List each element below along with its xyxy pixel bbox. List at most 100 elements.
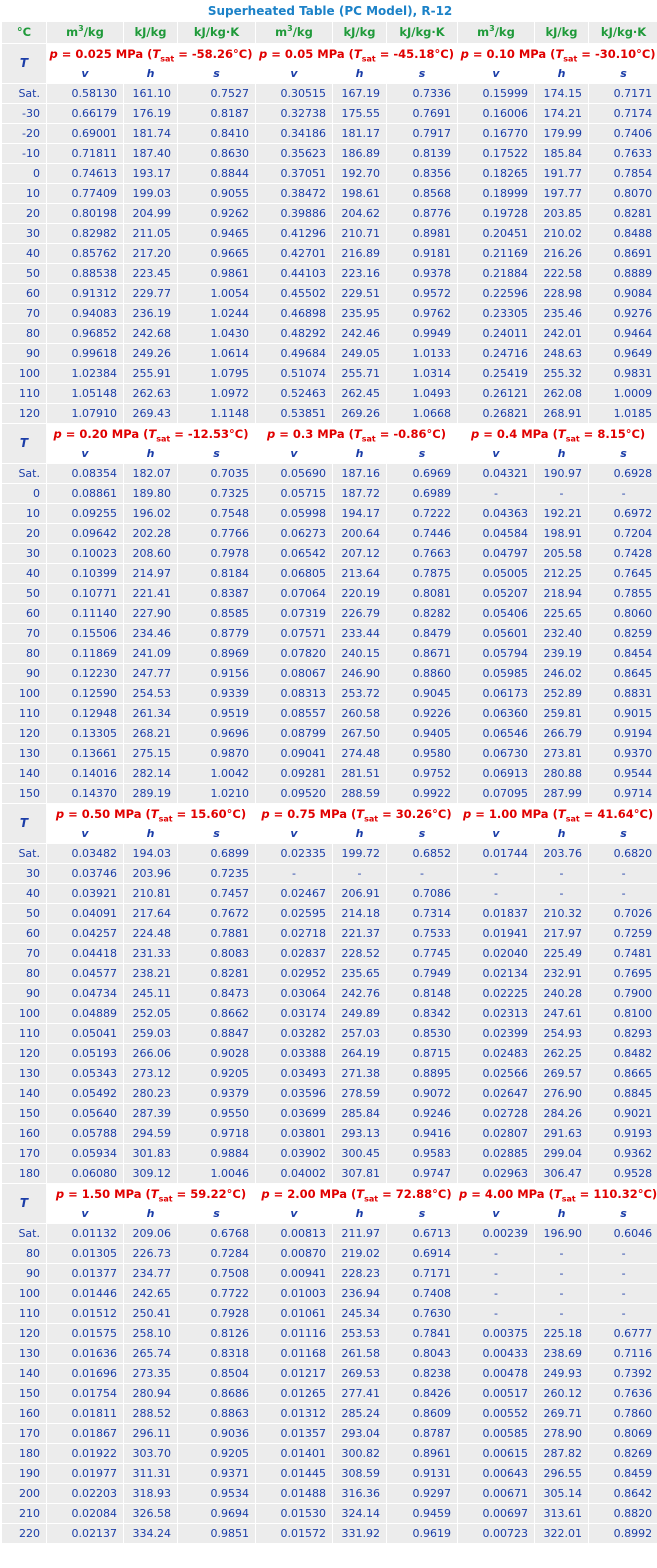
entropy-cell: 0.9831 <box>589 364 657 383</box>
enthalpy-cell: 235.65 <box>333 964 386 983</box>
entropy-cell: 0.7881 <box>178 924 255 943</box>
tsat-symbol: T <box>150 807 159 821</box>
specific-volume-cell: 0.01061 <box>256 1304 332 1323</box>
table-row: 80 0.11869 241.09 0.8969 0.07820 240.15 0.8671… <box>2 644 657 663</box>
tsat-subscript: sat <box>563 54 578 64</box>
property-header-h: h <box>535 1205 588 1223</box>
entropy-cell: 0.8069 <box>589 1424 657 1443</box>
specific-volume-cell: 0.07064 <box>256 584 332 603</box>
table-row: 30 0.10023 208.60 0.7978 0.06542 207.12 0.7663… <box>2 544 657 563</box>
table-row: -20 0.69001 181.74 0.8410 0.34186 181.17 0.791… <box>2 124 657 143</box>
specific-volume-cell: 0.10771 <box>47 584 123 603</box>
entropy-cell: 0.8568 <box>387 184 457 203</box>
volume-unit-header-2: m3/kg <box>256 22 332 43</box>
specific-volume-cell: 0.05998 <box>256 504 332 523</box>
property-header-s: s <box>178 1205 255 1223</box>
specific-volume-cell: 0.05794 <box>458 644 534 663</box>
pressure-header: p = 0.75 MPa (Tsat = 30.26°C) <box>256 804 457 824</box>
table-row: 170 0.01867 296.11 0.9036 0.01357 293.04 0.878… <box>2 1424 657 1443</box>
entropy-cell: 0.6046 <box>589 1224 657 1243</box>
entropy-cell: 0.9379 <box>178 1084 255 1103</box>
enthalpy-cell: - <box>333 864 386 883</box>
specific-volume-cell: 0.02225 <box>458 984 534 1003</box>
enthalpy-cell: 309.12 <box>124 1164 177 1183</box>
table-row: 70 0.15506 234.46 0.8779 0.07571 233.44 0.8479… <box>2 624 657 643</box>
entropy-cell: 0.7917 <box>387 124 457 143</box>
entropy-cell: 0.9036 <box>178 1424 255 1443</box>
tsat-subscript: sat <box>158 814 173 824</box>
temperature-cell: 20 <box>2 524 46 543</box>
entropy-cell: 0.9370 <box>589 744 657 763</box>
entropy-cell: 1.0244 <box>178 304 255 323</box>
enthalpy-cell: 174.15 <box>535 84 588 103</box>
specific-volume-cell: - <box>458 1264 534 1283</box>
specific-volume-cell: 0.02040 <box>458 944 534 963</box>
table-row: 0 0.74613 193.17 0.8844 0.37051 192.70 0.8356 0… <box>2 164 657 183</box>
entropy-cell: 0.9884 <box>178 1144 255 1163</box>
specific-volume-cell: 0.01572 <box>256 1524 332 1543</box>
specific-volume-cell: 0.01312 <box>256 1404 332 1423</box>
pressure-header: p = 0.3 MPa (Tsat = -0.86°C) <box>256 424 457 444</box>
pressure-value: 0.20 MPa <box>79 427 140 441</box>
specific-volume-cell: 0.23305 <box>458 304 534 323</box>
specific-volume-cell: 0.02335 <box>256 844 332 863</box>
temperature-cell: 220 <box>2 1524 46 1543</box>
specific-volume-cell: 0.03921 <box>47 884 123 903</box>
enthalpy-cell: 296.55 <box>535 1464 588 1483</box>
enthalpy-cell: 235.95 <box>333 304 386 323</box>
entropy-cell: 0.9205 <box>178 1444 255 1463</box>
entropy-cell: 0.7855 <box>589 584 657 603</box>
table-row: 150 0.14370 289.19 1.0210 0.09520 288.59 0.992… <box>2 784 657 803</box>
entropy-cell: 0.9405 <box>387 724 457 743</box>
enthalpy-cell: - <box>535 864 588 883</box>
entropy-cell: 0.8473 <box>178 984 255 1003</box>
saturation-temperature: 41.64°C <box>597 807 648 821</box>
table-row: 120 0.01575 258.10 0.8126 0.01116 253.53 0.784… <box>2 1324 657 1343</box>
entropy-cell: - <box>589 864 657 883</box>
tsat-symbol: T <box>356 807 365 821</box>
pressure-symbol: p <box>261 807 270 821</box>
enthalpy-cell: 287.99 <box>535 784 588 803</box>
property-header-v: v <box>47 65 123 83</box>
entropy-cell: 0.9949 <box>387 324 457 343</box>
entropy-cell: 0.9696 <box>178 724 255 743</box>
entropy-cell: 0.9028 <box>178 1044 255 1063</box>
specific-volume-cell: 0.01305 <box>47 1244 123 1263</box>
pressure-value: 0.3 MPa <box>292 427 345 441</box>
enthalpy-cell: 287.39 <box>124 1104 177 1123</box>
entropy-cell: 0.9861 <box>178 264 255 283</box>
enthalpy-cell: 266.79 <box>535 724 588 743</box>
enthalpy-cell: 240.15 <box>333 644 386 663</box>
table-row: 130 0.13661 275.15 0.9870 0.09041 274.48 0.958… <box>2 744 657 763</box>
pressure-symbol: p <box>470 427 480 441</box>
pressure-value: 0.75 MPa <box>287 807 347 821</box>
entropy-cell: 0.7392 <box>589 1364 657 1383</box>
table-row: 130 0.01636 265.74 0.8318 0.01168 261.58 0.804… <box>2 1344 657 1363</box>
entropy-cell: 0.8043 <box>387 1344 457 1363</box>
table-row: 80 0.96852 242.68 1.0430 0.48292 242.46 0.9949… <box>2 324 657 343</box>
specific-volume-cell: 0.02203 <box>47 1484 123 1503</box>
temperature-cell: 60 <box>2 284 46 303</box>
entropy-cell: 1.0972 <box>178 384 255 403</box>
specific-volume-cell: 0.09281 <box>256 764 332 783</box>
entropy-cell: 0.7672 <box>178 904 255 923</box>
enthalpy-cell: 260.58 <box>333 704 386 723</box>
specific-volume-cell: - <box>458 864 534 883</box>
table-row: 100 1.02384 255.91 1.0795 0.51074 255.71 1.031… <box>2 364 657 383</box>
table-row: 130 0.05343 273.12 0.9205 0.03493 271.38 0.889… <box>2 1064 657 1083</box>
specific-volume-cell: 0.32738 <box>256 104 332 123</box>
specific-volume-cell: 0.71811 <box>47 144 123 163</box>
table-row: 90 0.99618 249.26 1.0614 0.49684 249.05 1.0133… <box>2 344 657 363</box>
saturation-temperature: -45.18°C <box>393 47 449 61</box>
entropy-cell: 0.7722 <box>178 1284 255 1303</box>
entropy-cell: 0.8281 <box>589 204 657 223</box>
saturation-temperature: -58.26°C <box>191 47 248 61</box>
temperature-cell: 120 <box>2 1044 46 1063</box>
table-row: 170 0.05934 301.83 0.9884 0.03902 300.45 0.958… <box>2 1144 657 1163</box>
enthalpy-cell: 200.64 <box>333 524 386 543</box>
temperature-cell: 140 <box>2 1364 46 1383</box>
property-header-v: v <box>47 445 123 463</box>
